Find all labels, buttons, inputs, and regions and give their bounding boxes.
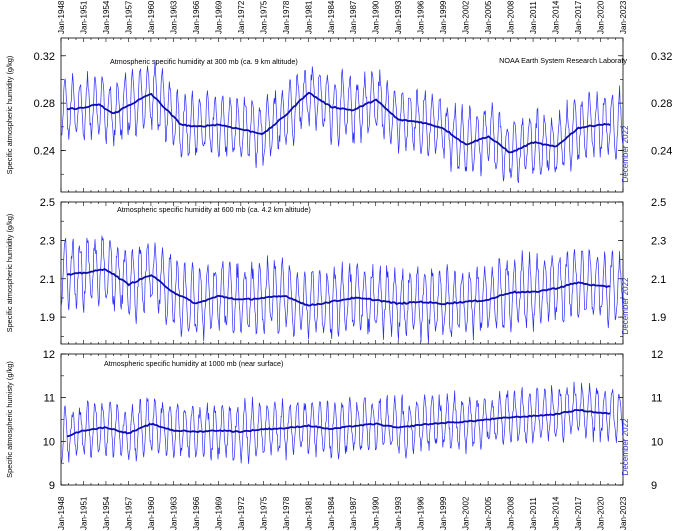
x-tick-label-bottom: Jan-2014: [552, 496, 561, 530]
y-tick-label-right: 9: [651, 480, 657, 492]
y-tick-label-right: 2.3: [651, 235, 666, 247]
x-tick-label-top: Jan-1978: [282, 0, 291, 34]
y-tick-label-left: 2.5: [40, 197, 55, 209]
x-tick-label-top: Jan-1987: [349, 0, 358, 34]
y-axis-label: Specific atmospheric humisty (g/kg): [5, 361, 14, 478]
x-tick-label-top: Jan-1984: [327, 0, 336, 34]
x-tick-label-bottom: Jan-1960: [147, 496, 156, 530]
y-axis-label: Specific atmospheric humidity (g/kg): [5, 56, 14, 175]
x-tick-label-bottom: Jan-1972: [237, 496, 246, 530]
x-tick-label-bottom: Jan-1999: [439, 496, 448, 530]
x-tick-label-top: Jan-1954: [102, 0, 111, 34]
y-tick-label-right: 11: [651, 393, 662, 405]
x-tick-label-bottom: Jan-1984: [327, 496, 336, 530]
x-tick-label-bottom: Jan-1987: [349, 496, 358, 530]
x-tick-label-bottom: Jan-2011: [529, 497, 538, 530]
y-tick-label-right: 0.32: [651, 51, 672, 63]
x-tick-label-bottom: Jan-2008: [507, 496, 516, 530]
x-tick-label-top: Jan-1990: [372, 0, 381, 34]
y-axis-label: Specific atmospheric humidity (g/kg): [5, 214, 14, 333]
x-tick-label-bottom: Jan-1948: [57, 496, 66, 530]
running-average-line: [66, 408, 611, 438]
chart-panel-1: 0.32 0.32 0.28 0.28 0.24 0.24 Atmospheric spec…: [5, 37, 672, 193]
plot-frame: [60, 37, 624, 193]
x-tick-label-bottom: Jan-1966: [192, 496, 201, 530]
monthly-series-line: [60, 381, 624, 464]
x-tick-label-bottom: Jan-1996: [417, 496, 426, 530]
y-tick-label-left: 12: [43, 349, 55, 361]
y-tick-label-left: 0.24: [34, 146, 55, 158]
y-tick-label-left: 11: [44, 393, 55, 405]
x-tick-label-bottom: Jan-1951: [79, 496, 88, 530]
y-tick-label-left: 10: [43, 436, 55, 448]
x-tick-label-top: Jan-2005: [484, 0, 493, 34]
x-tick-label-top: Jan-2008: [507, 0, 516, 34]
latest-month-annotation: December 2022: [621, 125, 630, 182]
y-tick-label-right: 0.28: [651, 98, 672, 110]
x-tick-label-top: Jan-1972: [237, 0, 246, 34]
latest-month-annotation: December 2022: [621, 277, 630, 334]
y-tick-label-left: 0.32: [34, 51, 55, 63]
panel-title: Atmospheric specific humidity at 600 mb …: [117, 205, 311, 214]
y-tick-label-left: 0.28: [34, 98, 55, 110]
x-tick-label-top: Jan-1975: [259, 0, 268, 34]
running-average-line: [66, 91, 611, 154]
x-tick-label-top: Jan-1981: [304, 0, 313, 34]
x-tick-label-bottom: Jan-1978: [282, 496, 291, 530]
x-tick-label-top: Jan-1948: [57, 0, 66, 34]
x-tick-label-bottom: Jan-1981: [304, 496, 313, 530]
x-tick-label-top: Jan-1966: [192, 0, 201, 34]
x-tick-label-bottom: Jan-1969: [214, 496, 223, 530]
x-tick-label-bottom: Jan-1990: [372, 496, 381, 530]
x-tick-label-top: Jan-2017: [574, 0, 583, 34]
y-tick-label-right: 2.1: [651, 274, 666, 286]
y-tick-label-left: 9: [49, 480, 55, 492]
y-tick-label-right: 2.5: [651, 197, 666, 209]
x-tick-label-top: Jan-1999: [439, 0, 448, 34]
y-tick-label-right: 1.9: [651, 312, 666, 324]
x-tick-label-bottom: Jan-1993: [394, 496, 403, 530]
x-tick-label-bottom: Jan-2017: [574, 496, 583, 530]
y-tick-label-right: 0.24: [651, 146, 672, 158]
x-tick-label-top: Jan-2014: [552, 0, 561, 34]
x-tick-label-bottom: Jan-2023: [619, 496, 628, 530]
latest-month-annotation: December 2022: [621, 418, 630, 475]
source-label: NOAA Earth System Research Laboraty: [499, 56, 627, 65]
chart-panels: 0.32 0.32 0.28 0.28 0.24 0.24 Atmospheric spec…: [5, 37, 672, 492]
x-tick-label-top: Jan-2023: [619, 0, 628, 34]
x-tick-label-bottom: Jan-1954: [102, 496, 111, 530]
x-tick-label-bottom: Jan-2002: [462, 496, 471, 530]
x-tick-label-top: Jan-1960: [147, 0, 156, 34]
x-tick-label-top: Jan-2020: [597, 0, 606, 34]
x-tick-label-top: Jan-2002: [462, 0, 471, 34]
x-tick-label-top: Jan-1969: [214, 0, 223, 34]
x-tick-label-bottom: Jan-2020: [597, 496, 606, 530]
y-tick-label-right: 10: [651, 436, 663, 448]
x-tick-label-top: Jan-1996: [417, 0, 426, 34]
y-tick-label-right: 12: [651, 349, 663, 361]
panel-title: Atmospheric specific humidity at 1000 mb…: [104, 359, 283, 368]
x-tick-label-top: Jan-1951: [79, 0, 88, 34]
x-tick-label-top: Jan-1993: [394, 0, 403, 34]
x-tick-label-bottom: Jan-1975: [259, 496, 268, 530]
monthly-series-line: [60, 235, 624, 343]
x-tick-label-top: Jan-2011: [529, 1, 538, 34]
chart-panel-2: 2.5 2.5 2.3 2.3 2.1 2.1 1.9 1.9 Atmospheric spec…: [5, 197, 666, 345]
y-tick-label-left: 2.1: [40, 274, 55, 286]
x-tick-label-top: Jan-1957: [124, 0, 133, 34]
chart-panel-3: 12 12 11 11 10 10 9 9 Atmospheric specific humid…: [5, 349, 663, 492]
x-tick-label-bottom: Jan-2005: [484, 496, 493, 530]
x-tick-label-top: Jan-1963: [169, 0, 178, 34]
x-tick-label-bottom: Jan-1957: [124, 496, 133, 530]
running-average-line: [66, 267, 611, 307]
x-tick-label-bottom: Jan-1963: [169, 496, 178, 530]
y-tick-label-left: 2.3: [40, 235, 55, 247]
y-tick-label-left: 1.9: [40, 312, 55, 324]
panel-title: Atmospheric specific humidity at 300 mb …: [110, 57, 298, 66]
top-x-axis: Jan-1948 Jan-1951 Jan-1954 Jan-1957 Jan-1960…: [57, 0, 628, 34]
plot-frame: [60, 201, 624, 345]
monthly-series-line: [60, 60, 624, 184]
bottom-x-axis: Jan-1948 Jan-1951 Jan-1954 Jan-1957 Jan-1960…: [57, 496, 628, 530]
